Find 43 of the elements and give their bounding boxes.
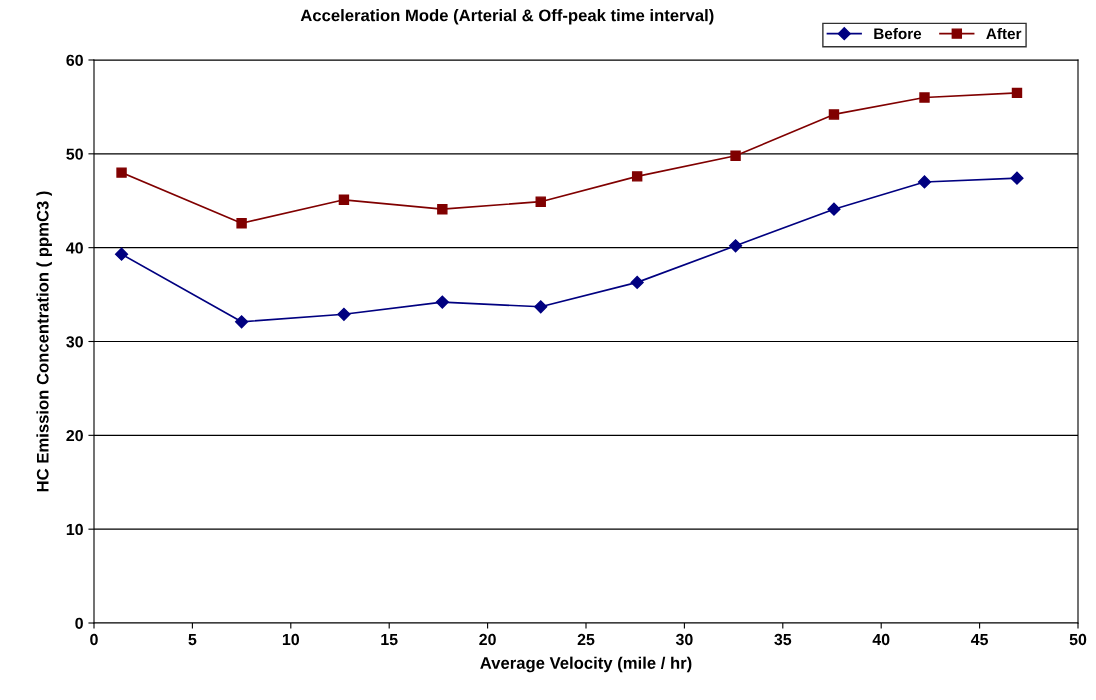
point (535, 196, 546, 207)
point (630, 275, 644, 289)
x-tick-label: 50 (1069, 633, 1087, 646)
point (730, 150, 741, 161)
point (917, 175, 932, 189)
x-tick-label: 40 (872, 633, 890, 646)
y-tick-label: 60 (66, 54, 83, 66)
point (338, 194, 350, 206)
legend-label: Before (874, 27, 922, 40)
y-tick-label: 20 (66, 429, 83, 442)
y-tick-label: 50 (66, 148, 83, 160)
point (116, 167, 127, 178)
y-tick-label: 40 (66, 242, 83, 254)
x-axis-title: Average Velocity (mile / hr) (480, 656, 692, 673)
point (435, 295, 449, 309)
point (114, 247, 129, 261)
point (728, 239, 743, 253)
chart-title: Acceleration Mode (Arterial & Off-peak time interval) (300, 9, 714, 25)
x-tick-label: 10 (282, 633, 300, 646)
x-tick-label: 45 (970, 634, 989, 646)
y-tick-label: 30 (66, 336, 83, 348)
x-tick-label: 30 (675, 633, 693, 646)
point (827, 202, 841, 216)
point (235, 315, 249, 329)
x-tick-label: 20 (479, 633, 496, 646)
point (437, 203, 448, 215)
x-tick-label: 25 (577, 633, 595, 646)
y-tick-label: 10 (66, 523, 83, 536)
point (534, 300, 548, 314)
point (919, 92, 930, 103)
x-tick-label: 0 (90, 633, 98, 646)
x-tick-label: 5 (188, 634, 197, 646)
x-tick-label: 15 (381, 634, 398, 646)
point (236, 218, 247, 229)
point (1010, 171, 1024, 185)
point (631, 171, 643, 182)
point (1011, 87, 1023, 99)
y-tick-label: 0 (75, 617, 83, 629)
legend-label: After (986, 27, 1022, 40)
y-axis-title: HC Emission Concentration ( ppmC3 ) (36, 191, 52, 492)
x-tick-label: 35 (774, 633, 792, 646)
point (828, 109, 840, 120)
point (337, 307, 351, 321)
